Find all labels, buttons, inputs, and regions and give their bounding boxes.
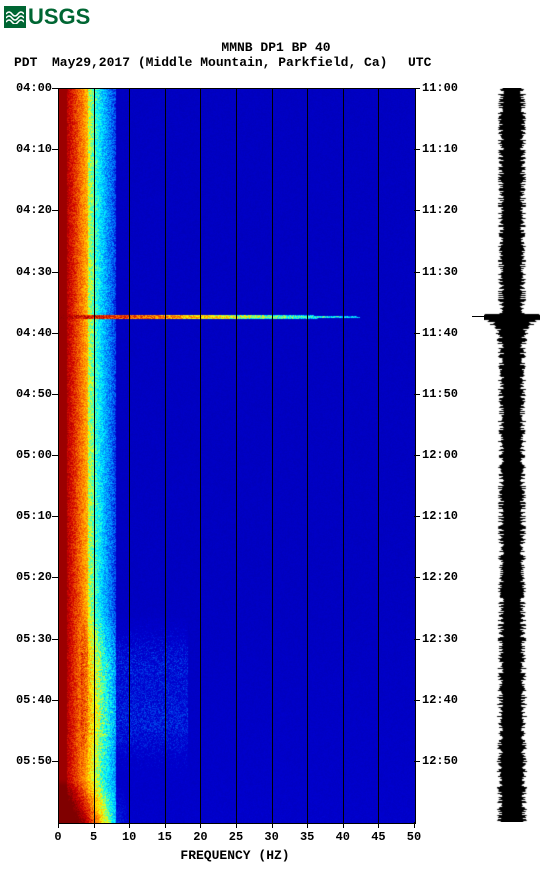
chart-title: MMNB DP1 BP 40 xyxy=(0,40,552,55)
x-tick-label: 20 xyxy=(193,830,207,844)
y-left-tick-mark xyxy=(52,516,58,517)
x-tick-label: 25 xyxy=(229,830,243,844)
spectrogram-plot xyxy=(58,88,416,824)
y-left-tick-label: 04:20 xyxy=(4,203,52,217)
y-left-tick-label: 04:30 xyxy=(4,265,52,279)
y-right-tick-mark xyxy=(414,272,420,273)
x-tick-label: 10 xyxy=(122,830,136,844)
x-tick-mark xyxy=(165,822,166,828)
y-right-tick-label: 12:40 xyxy=(422,693,458,707)
y-left-tick-mark xyxy=(52,333,58,334)
seismic-trace xyxy=(484,88,540,822)
y-right-tick-mark xyxy=(414,394,420,395)
label-utc: UTC xyxy=(408,55,431,70)
y-right-tick-label: 11:00 xyxy=(422,81,458,95)
x-tick-label: 50 xyxy=(407,830,421,844)
y-right-tick-mark xyxy=(414,516,420,517)
y-right-tick-mark xyxy=(414,149,420,150)
x-tick-mark xyxy=(58,822,59,828)
label-location: May29,2017 (Middle Mountain, Parkfield, … xyxy=(52,55,387,70)
usgs-logo-text: USGS xyxy=(28,4,90,30)
y-left-tick-mark xyxy=(52,639,58,640)
y-right-tick-label: 12:10 xyxy=(422,509,458,523)
y-right-tick-mark xyxy=(414,210,420,211)
y-right-tick-label: 11:50 xyxy=(422,387,458,401)
y-right-tick-mark xyxy=(414,761,420,762)
gridline-v xyxy=(343,88,344,822)
label-pdt: PDT xyxy=(14,55,37,70)
y-left-tick-label: 05:20 xyxy=(4,570,52,584)
y-left-tick-mark xyxy=(52,455,58,456)
y-left-tick-label: 05:30 xyxy=(4,632,52,646)
y-right-tick-label: 11:10 xyxy=(422,142,458,156)
x-tick-mark xyxy=(343,822,344,828)
x-tick-mark xyxy=(200,822,201,828)
x-tick-label: 35 xyxy=(300,830,314,844)
x-tick-mark xyxy=(236,822,237,828)
gridline-v xyxy=(165,88,166,822)
x-tick-label: 30 xyxy=(264,830,278,844)
y-right-tick-mark xyxy=(414,455,420,456)
usgs-wave-icon xyxy=(4,6,26,28)
y-left-tick-mark xyxy=(52,761,58,762)
y-left-tick-label: 04:10 xyxy=(4,142,52,156)
y-left-tick-label: 04:00 xyxy=(4,81,52,95)
y-right-tick-label: 12:00 xyxy=(422,448,458,462)
x-tick-label: 0 xyxy=(54,830,61,844)
y-right-tick-label: 12:20 xyxy=(422,570,458,584)
y-right-tick-label: 11:20 xyxy=(422,203,458,217)
x-tick-mark xyxy=(414,822,415,828)
gridline-v xyxy=(307,88,308,822)
y-left-tick-label: 05:00 xyxy=(4,448,52,462)
gridline-v xyxy=(129,88,130,822)
y-left-tick-mark xyxy=(52,149,58,150)
x-axis-label: FREQUENCY (HZ) xyxy=(0,848,470,863)
y-left-tick-mark xyxy=(52,577,58,578)
gridline-v xyxy=(272,88,273,822)
gridline-v xyxy=(94,88,95,822)
x-tick-mark xyxy=(307,822,308,828)
y-left-tick-mark xyxy=(52,272,58,273)
spectrogram-canvas xyxy=(59,89,415,823)
y-left-tick-label: 05:40 xyxy=(4,693,52,707)
x-tick-label: 15 xyxy=(158,830,172,844)
trace-event-marker xyxy=(472,316,484,317)
y-left-tick-label: 04:40 xyxy=(4,326,52,340)
y-left-tick-label: 04:50 xyxy=(4,387,52,401)
y-left-tick-mark xyxy=(52,210,58,211)
y-right-tick-mark xyxy=(414,333,420,334)
y-left-tick-label: 05:50 xyxy=(4,754,52,768)
gridline-v xyxy=(200,88,201,822)
x-tick-label: 40 xyxy=(336,830,350,844)
y-right-tick-mark xyxy=(414,639,420,640)
x-tick-label: 5 xyxy=(90,830,97,844)
x-tick-mark xyxy=(378,822,379,828)
trace-canvas xyxy=(484,88,540,822)
x-tick-mark xyxy=(272,822,273,828)
gridline-v xyxy=(236,88,237,822)
y-right-tick-label: 11:40 xyxy=(422,326,458,340)
y-left-tick-mark xyxy=(52,394,58,395)
y-right-tick-label: 11:30 xyxy=(422,265,458,279)
y-right-tick-mark xyxy=(414,577,420,578)
y-right-tick-mark xyxy=(414,88,420,89)
y-left-tick-mark xyxy=(52,700,58,701)
gridline-v xyxy=(378,88,379,822)
y-right-tick-label: 12:50 xyxy=(422,754,458,768)
usgs-logo: USGS xyxy=(4,4,90,30)
y-right-tick-mark xyxy=(414,700,420,701)
y-right-tick-label: 12:30 xyxy=(422,632,458,646)
x-tick-mark xyxy=(129,822,130,828)
x-tick-mark xyxy=(94,822,95,828)
y-left-tick-label: 05:10 xyxy=(4,509,52,523)
y-left-tick-mark xyxy=(52,88,58,89)
x-tick-label: 45 xyxy=(371,830,385,844)
